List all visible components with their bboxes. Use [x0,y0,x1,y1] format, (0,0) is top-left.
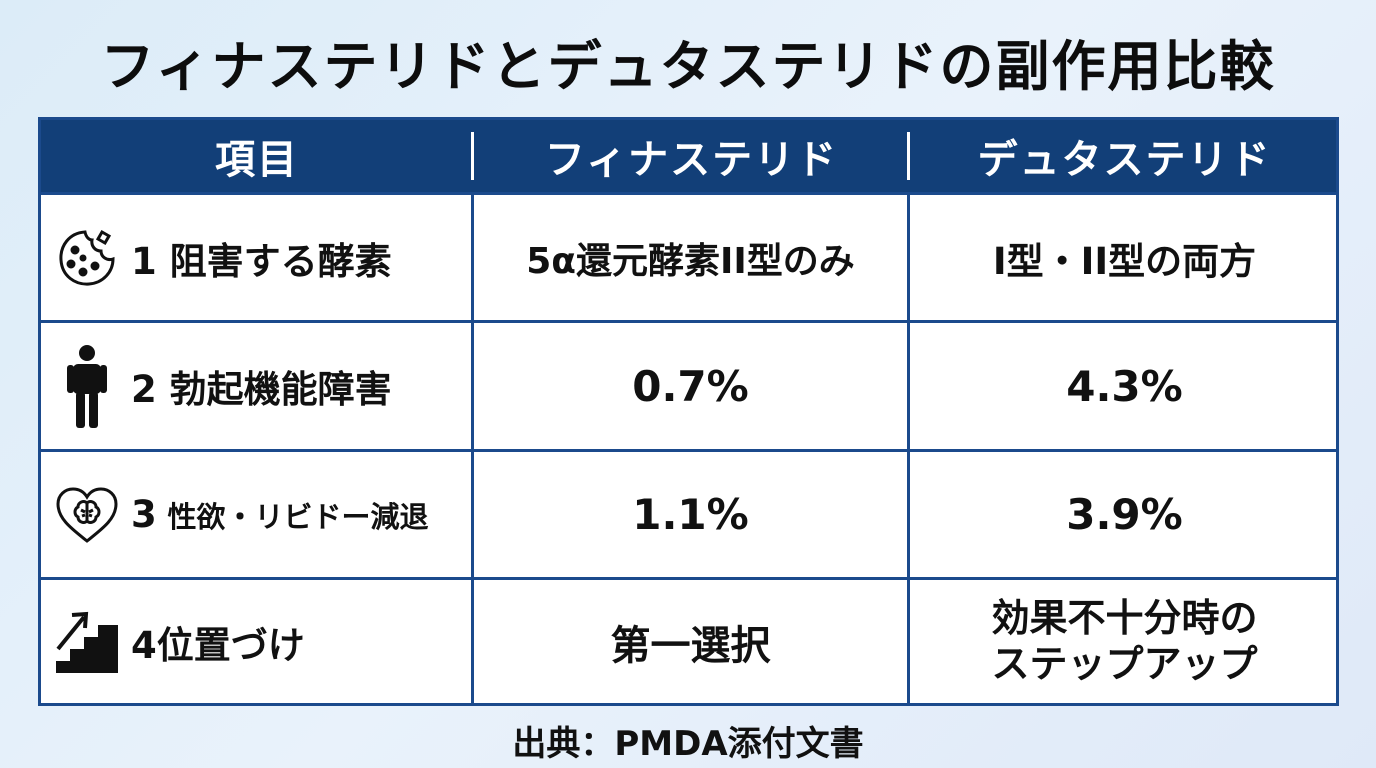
header-dutasteride: デュタステリド [977,137,1272,183]
page-title: フィナステリドとデュタステリドの副作用比較 [100,35,1276,98]
header-separator [471,132,474,180]
header-finasteride: フィナステリド [544,137,839,183]
cell-cookie-icon [53,219,121,297]
dutasteride-value: 3.9% [1066,490,1183,539]
person-icon [53,345,121,428]
dutasteride-value: 効果不十分時の ステップアップ [910,580,1339,703]
column-divider [907,192,910,703]
finasteride-value: 第一選択 [610,622,771,669]
item-cell: 3 性欲・リビドー減退 [41,452,471,577]
dutasteride-value-line1: 効果不十分時の [991,595,1258,640]
dutasteride-value: 4.3% [1066,361,1183,411]
heart-brain-icon [53,476,121,554]
dutasteride-value-line2: ステップアップ [991,641,1258,686]
table-row: 4位置づけ 第一選択 効果不十分時の ステップアップ [41,577,1336,703]
dutasteride-value: I型・II型の両方 [992,239,1257,283]
finasteride-value: 1.1% [632,490,749,539]
table-row: 1 阻害する酵素 5α還元酵素II型のみ I型・II型の両方 [41,192,1336,320]
stairs-arrow-icon [53,603,121,681]
item-label: 3 性欲・リビドー減退 [131,493,429,536]
item-cell: 1 阻害する酵素 [41,195,471,320]
table-row: 2 勃起機能障害 0.7% 4.3% [41,320,1336,449]
item-cell: 4位置づけ [41,580,471,703]
item-label: 4位置づけ [131,623,305,667]
item-label: 1 阻害する酵素 [131,239,392,283]
header-item: 項目 [215,137,299,183]
item-label: 2 勃起機能障害 [131,368,392,411]
column-divider [471,192,474,703]
source-footnote: 出典：PMDA添付文書 [512,724,864,764]
table-header: 項目 フィナステリド デュタステリド [41,120,1336,192]
table-row: 3 性欲・リビドー減退 1.1% 3.9% [41,449,1336,577]
item-cell: 2 勃起機能障害 [41,323,471,449]
finasteride-value: 5α還元酵素II型のみ [526,240,855,282]
header-separator [907,132,910,180]
comparison-table: 項目 フィナステリド デュタステリド 1 阻害する酵素 5α還元酵素II [38,117,1339,706]
finasteride-value: 0.7% [632,361,749,411]
